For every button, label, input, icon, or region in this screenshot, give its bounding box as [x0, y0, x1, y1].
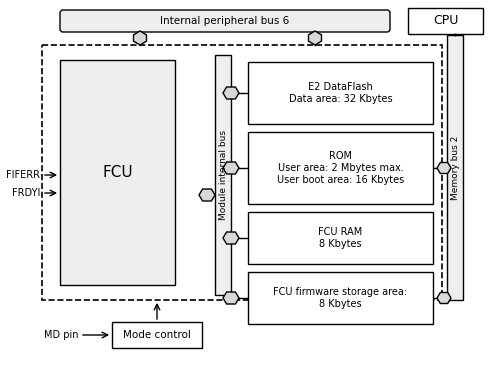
- Text: FCU firmware storage area:
8 Kbytes: FCU firmware storage area: 8 Kbytes: [274, 287, 407, 309]
- Text: ROM
User area: 2 Mbytes max.
User boot area: 16 Kbytes: ROM User area: 2 Mbytes max. User boot a…: [277, 151, 404, 185]
- Text: MD pin: MD pin: [44, 330, 78, 340]
- Polygon shape: [437, 162, 451, 174]
- Bar: [408, 8, 483, 34]
- Polygon shape: [223, 162, 239, 174]
- Bar: [60, 60, 175, 285]
- Bar: [248, 272, 433, 324]
- Bar: [248, 132, 433, 204]
- Polygon shape: [308, 31, 322, 45]
- Polygon shape: [223, 87, 239, 99]
- FancyBboxPatch shape: [60, 10, 390, 32]
- Text: Memory bus 2: Memory bus 2: [450, 135, 460, 200]
- Polygon shape: [437, 293, 451, 303]
- Bar: [447, 35, 463, 300]
- Bar: [42, 45, 442, 300]
- Text: FCU RAM
8 Kbytes: FCU RAM 8 Kbytes: [318, 227, 362, 249]
- Text: E2 DataFlash
Data area: 32 Kbytes: E2 DataFlash Data area: 32 Kbytes: [288, 82, 393, 104]
- Text: Module internal bus: Module internal bus: [218, 130, 228, 220]
- Bar: [112, 322, 202, 348]
- Polygon shape: [134, 31, 146, 45]
- Text: FCU: FCU: [102, 165, 133, 180]
- Text: Mode control: Mode control: [123, 330, 191, 340]
- Text: FRDYI: FRDYI: [12, 188, 40, 198]
- Text: Internal peripheral bus 6: Internal peripheral bus 6: [160, 16, 290, 26]
- Polygon shape: [223, 292, 239, 304]
- Polygon shape: [223, 232, 239, 244]
- Bar: [215, 55, 231, 295]
- Bar: [248, 212, 433, 264]
- Bar: [248, 62, 433, 124]
- Text: CPU: CPU: [433, 14, 458, 27]
- Text: FIFERR: FIFERR: [6, 170, 40, 180]
- Polygon shape: [199, 189, 215, 201]
